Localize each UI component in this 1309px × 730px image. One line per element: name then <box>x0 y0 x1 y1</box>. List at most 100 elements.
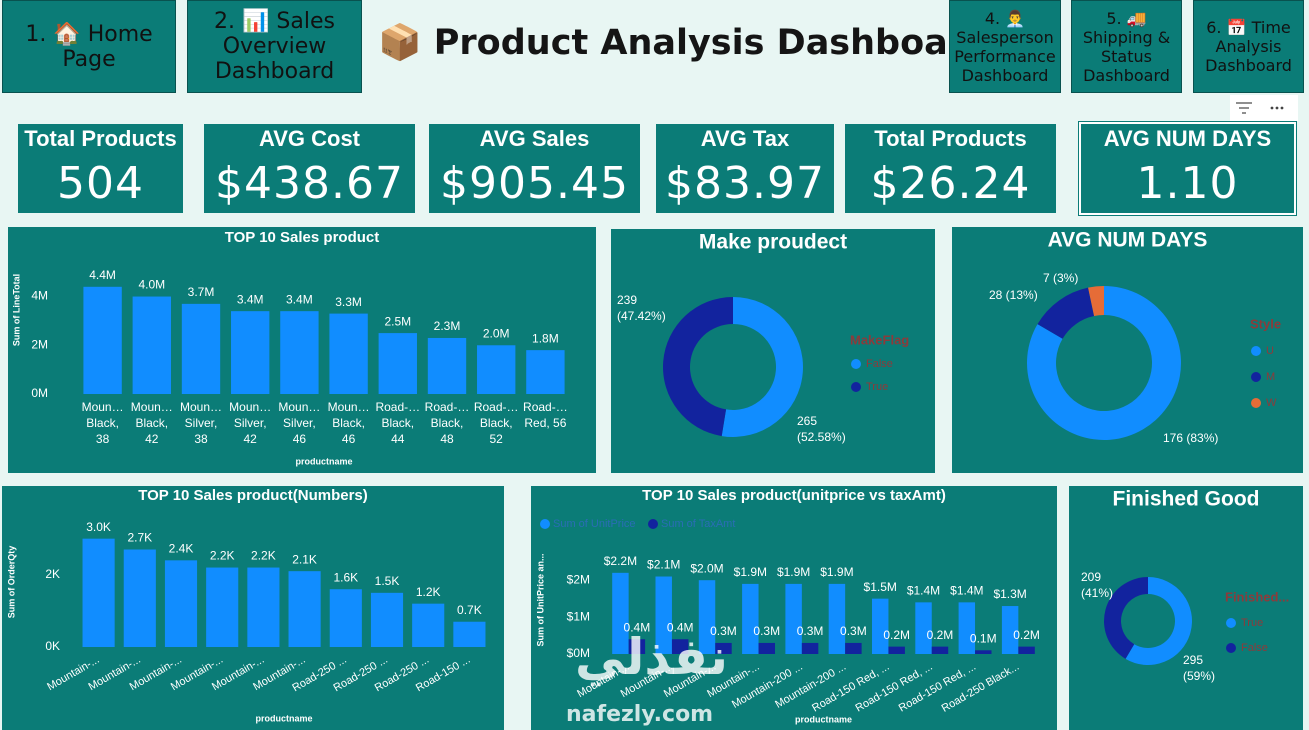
data-label: 0.3M <box>840 624 867 638</box>
legend-label: W <box>1266 397 1277 409</box>
bar <box>181 303 221 394</box>
legend-title: Style <box>1250 316 1281 331</box>
bar <box>612 572 629 654</box>
x-tick-label: Moun… Silver, 46 <box>278 400 321 446</box>
data-label: $1.4M <box>907 584 940 598</box>
y-tick-label: 0K <box>45 639 60 653</box>
data-label: 0.2M <box>1013 628 1040 642</box>
nav-button[interactable]: 1. 🏠 Home Page <box>2 0 176 93</box>
data-label: $1.5M <box>864 580 897 594</box>
bar <box>412 603 445 647</box>
x-axis-label: productname <box>255 713 312 723</box>
x-tick-label: Road-… Red, 56 <box>523 400 568 430</box>
data-label: 0.3M <box>710 624 737 638</box>
data-label: 0.7K <box>457 603 482 617</box>
data-label: 3.7M <box>188 285 215 299</box>
x-tick-label: Road-… Black, 44 <box>375 400 421 446</box>
data-label: 0.3M <box>797 624 824 638</box>
data-label: 1.6K <box>333 570 358 584</box>
data-label: 4.0M <box>138 278 165 292</box>
nav-button[interactable]: 6. 📅 Time Analysis Dashboard <box>1193 0 1304 93</box>
legend-marker <box>648 519 658 529</box>
bar <box>280 311 319 394</box>
chart-panel: TOP 10 Sales product(unitprice vs taxAmt… <box>531 486 1057 730</box>
nav-button[interactable]: 4. 👨‍💼 Salesperson Performance Dashboard <box>949 0 1061 93</box>
bar <box>329 313 368 394</box>
bar <box>975 650 992 654</box>
legend-label: False <box>1241 642 1268 654</box>
y-tick-label: 4M <box>31 289 48 303</box>
donut-slice <box>721 297 803 437</box>
nav-button[interactable]: 5. 🚚 Shipping & Status Dashboard <box>1071 0 1182 93</box>
x-tick-label: Road-150 Red, ... <box>897 661 978 715</box>
chart: AVG NUM DAYS Style U M W <box>1027 229 1281 440</box>
data-label: $2.1M <box>647 558 680 572</box>
kpi-card: AVG NUM DAYS 1.10 <box>1081 124 1294 213</box>
bar <box>82 538 115 647</box>
data-label: 0.4M <box>667 620 694 634</box>
data-label: 209 (41%) <box>1081 570 1114 600</box>
kpi-card: AVG Tax $83.97 <box>656 124 834 213</box>
data-label: 7 (3%) <box>1043 271 1079 285</box>
donut-slice <box>1037 287 1095 339</box>
data-label: 1.2K <box>416 585 441 599</box>
legend-marker <box>851 382 861 392</box>
bar <box>453 621 486 647</box>
donut-slice <box>1104 577 1148 659</box>
legend-label: Sum of UnitPrice <box>553 518 636 530</box>
legend-marker <box>851 359 861 369</box>
chart-panel: TOP 10 Sales product 0M 2M 4M 4.4M 4.0M 3.7M 3.… <box>8 227 596 473</box>
legend-marker <box>1226 643 1236 653</box>
legend-label: Sum of TaxAmt <box>661 518 735 530</box>
y-axis-label: Sum of LineTotal <box>11 274 21 346</box>
bar <box>329 589 362 647</box>
data-label: $2.2M <box>604 554 637 568</box>
chart-title: AVG NUM DAYS <box>1048 229 1208 252</box>
kpi-label: Total Products <box>874 126 1027 151</box>
data-label: 0.2M <box>883 628 910 642</box>
legend-marker <box>1251 372 1261 382</box>
chart: TOP 10 Sales product(unitprice vs taxAmt… <box>535 487 1040 724</box>
nav-button[interactable]: 2. 📊 Sales Overview Dashboard <box>187 0 362 93</box>
chart: TOP 10 Sales product 0M 2M 4M 4.4M 4.0M 3.7M 3.… <box>11 229 565 466</box>
kpi-label: Total Products <box>24 126 177 151</box>
legend-label: True <box>1241 617 1263 629</box>
chart: Make proudect MakeFlag False True <box>662 231 909 437</box>
y-tick-label: 0M <box>31 386 48 400</box>
data-label: $2.0M <box>690 561 723 575</box>
bar <box>206 567 239 647</box>
x-axis-label: productname <box>795 714 852 724</box>
data-label: 2.2K <box>210 549 235 563</box>
bar <box>655 576 672 654</box>
more-icon[interactable] <box>1270 106 1284 110</box>
legend-marker <box>1251 346 1261 356</box>
data-label: 176 (83%) <box>1163 431 1219 445</box>
donut-slice <box>1125 577 1192 665</box>
bar <box>247 567 280 647</box>
y-tick-label: $0M <box>567 646 590 660</box>
bar <box>1001 606 1019 654</box>
kpi-value: $26.24 <box>870 158 1031 209</box>
data-label: 295 (59%) <box>1183 653 1216 683</box>
x-tick-label: Moun… Black, 42 <box>130 400 173 446</box>
x-tick-label: Road-… Black, 48 <box>424 400 470 446</box>
y-tick-label: $2M <box>567 572 590 586</box>
data-label: 3.4M <box>237 292 264 306</box>
data-label: 3.4M <box>286 292 313 306</box>
bar <box>83 286 122 394</box>
filter-icon[interactable] <box>1236 102 1252 114</box>
bar <box>671 639 689 654</box>
kpi-label: AVG Tax <box>700 126 790 151</box>
y-tick-label: 2K <box>45 567 60 581</box>
x-tick-label: Moun… Black, 38 <box>81 400 124 446</box>
chart-panel: TOP 10 Sales product(Numbers) 0K 2K 3.0K Mou… <box>2 486 504 730</box>
bar <box>758 642 776 654</box>
chart: Finished Good Finished... True False <box>1104 488 1289 665</box>
legend-title: MakeFlag <box>850 332 909 347</box>
kpi-value: 1.10 <box>1136 158 1239 209</box>
kpi-card: AVG Sales $905.45 <box>429 124 640 213</box>
legend-label: M <box>1266 371 1275 383</box>
data-label: 0.4M <box>624 620 651 634</box>
bar <box>742 583 759 654</box>
